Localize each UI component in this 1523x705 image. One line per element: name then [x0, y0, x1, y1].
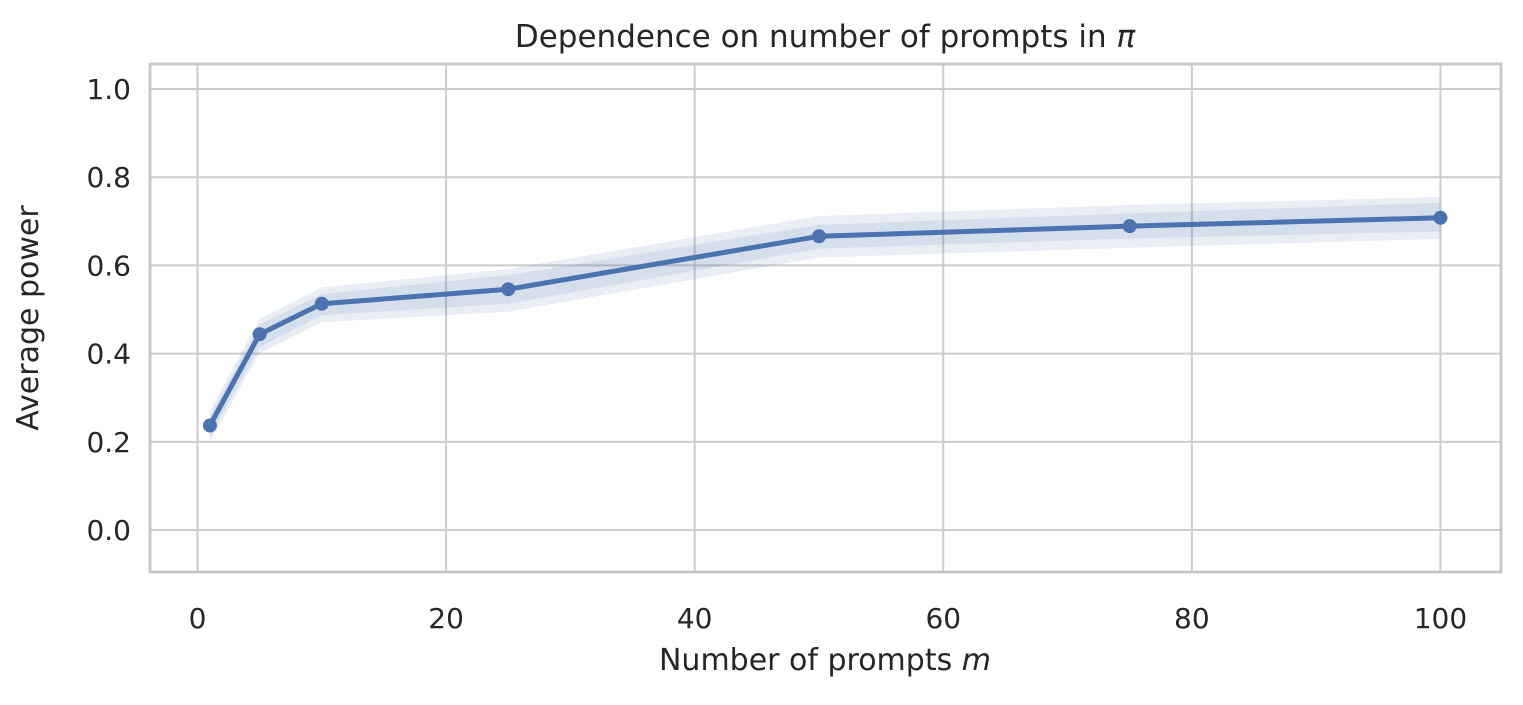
confidence-band-inner [209, 202, 1441, 437]
grid-layer [150, 64, 1501, 572]
data-point-x75 [1122, 219, 1137, 234]
y-tick-label-0.4: 0.4 [86, 338, 131, 371]
y-tick-labels: 0.0 0.2 0.4 0.6 0.8 1.0 [86, 73, 131, 547]
x-axis-label-math-symbol: m [962, 643, 991, 678]
y-tick-label-0.0: 0.0 [86, 514, 131, 547]
data-point-x100 [1433, 210, 1448, 225]
data-point-x25 [501, 282, 516, 297]
x-tick-label-20: 20 [428, 602, 464, 635]
x-axis-label: Number of prompts m [659, 643, 991, 678]
x-axis-label-text: Number of prompts [659, 643, 962, 678]
y-axis-label: Average power [11, 205, 46, 431]
data-point-x10 [314, 296, 329, 311]
x-tick-label-60: 60 [925, 602, 961, 635]
x-tick-labels: 0 20 40 60 80 100 [189, 602, 1468, 635]
y-tick-label-1.0: 1.0 [86, 73, 131, 106]
plot-border [148, 62, 1503, 574]
chart-title: Dependence on number of prompts in π [515, 19, 1137, 55]
y-tick-label-0.6: 0.6 [86, 249, 131, 282]
x-tick-label-0: 0 [189, 602, 207, 635]
x-tick-label-100: 100 [1414, 602, 1467, 635]
x-tick-label-80: 80 [1174, 602, 1210, 635]
data-point-x50 [811, 229, 826, 244]
chart-title-text: Dependence on number of prompts in [515, 19, 1117, 55]
data-point-x1 [202, 418, 217, 433]
data-point-x5 [252, 327, 267, 342]
x-tick-label-40: 40 [677, 602, 713, 635]
y-tick-label-0.2: 0.2 [86, 426, 131, 459]
marker-layer [202, 210, 1448, 433]
y-tick-label-0.8: 0.8 [86, 161, 131, 194]
chart-title-math-symbol: π [1116, 19, 1136, 55]
